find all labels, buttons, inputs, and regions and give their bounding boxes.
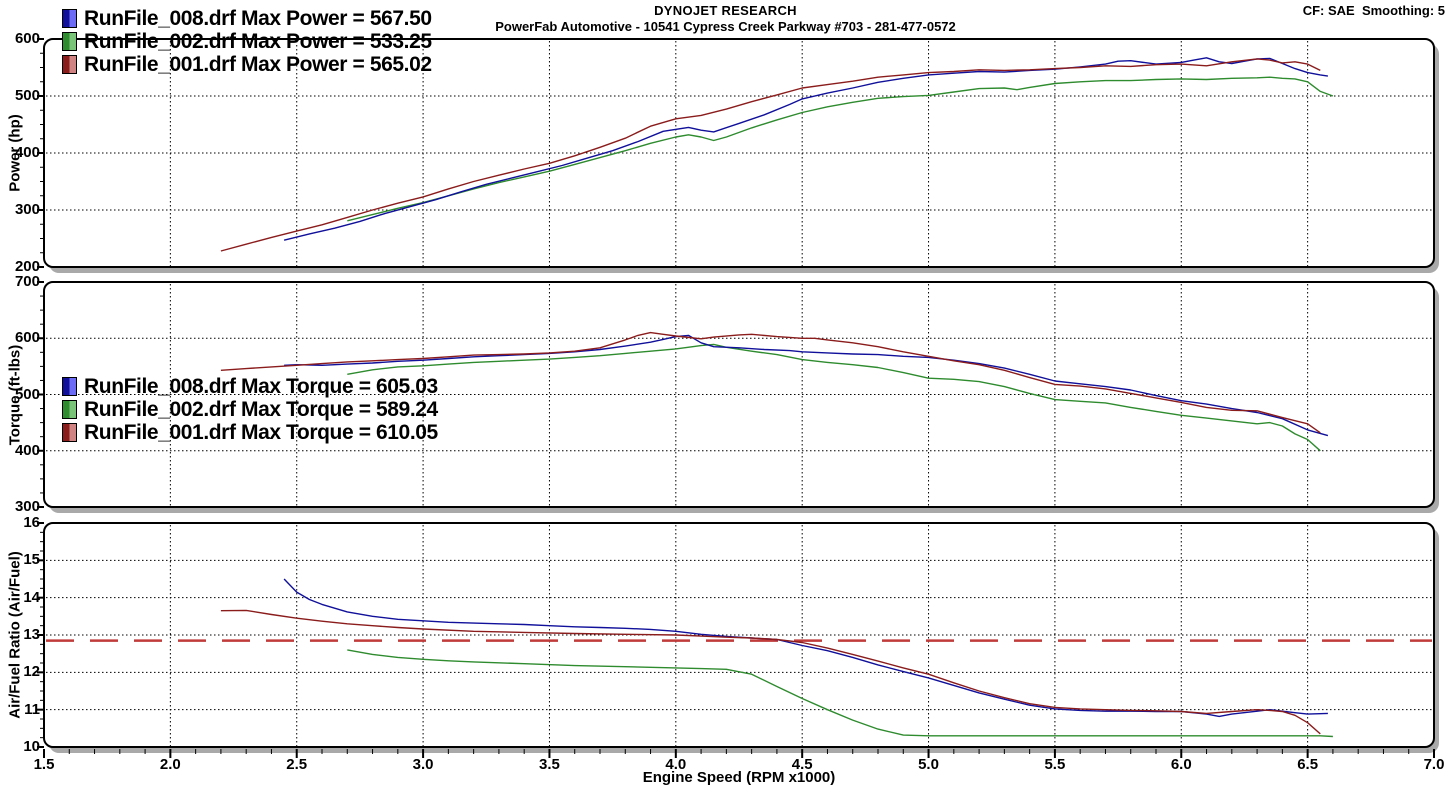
y-tick-label: 400 <box>14 441 40 459</box>
legend-label: RunFile_001.drf Max Torque = 610.05 <box>84 420 438 444</box>
legend-row-power-runfile001: RunFile_001.drf Max Power = 565.02 <box>62 53 432 76</box>
y-tick-label: 700 <box>14 273 40 290</box>
runfile001-color-swatch <box>62 55 77 74</box>
report-title: DYNOJET RESEARCH <box>654 3 797 18</box>
y-tick-label: 15 <box>23 551 40 569</box>
runfile008-color-swatch <box>62 377 77 396</box>
y-tick-label: 600 <box>14 329 40 347</box>
runfile001-color-swatch <box>62 423 77 442</box>
y-tick-label: 10 <box>23 738 40 755</box>
x-tick-label: 4.0 <box>665 756 687 773</box>
correction-smoothing-label: CF: SAE Smoothing: 5 <box>1302 3 1445 18</box>
legend-label: RunFile_008.drf Max Power = 567.50 <box>84 6 432 30</box>
x-tick-label: 6.5 <box>1297 756 1319 773</box>
torque-legend: RunFile_008.drf Max Torque = 605.03 RunF… <box>62 375 438 444</box>
legend-row-torque-runfile008: RunFile_008.drf Max Torque = 605.03 <box>62 375 438 398</box>
legend-label: RunFile_002.drf Max Power = 533.25 <box>84 29 432 53</box>
y-tick-label: 500 <box>14 87 40 104</box>
y-tick-label: 300 <box>14 201 40 218</box>
x-tick-label: 3.0 <box>412 756 434 773</box>
y-tick-label: 500 <box>14 385 40 403</box>
legend-label: RunFile_001.drf Max Power = 565.02 <box>84 52 432 76</box>
power-chart <box>37 38 1439 273</box>
x-tick-label: 3.5 <box>539 756 560 773</box>
y-tick-label: 11 <box>24 700 40 718</box>
runfile002-color-swatch <box>62 32 77 51</box>
power-legend: RunFile_008.drf Max Power = 567.50 RunFi… <box>62 7 432 76</box>
x-tick-label: 5.0 <box>918 756 939 773</box>
shop-address: PowerFab Automotive - 10541 Cypress Cree… <box>495 19 956 34</box>
x-tick-label: 7.0 <box>1423 756 1445 773</box>
x-axis-ticks <box>43 749 1435 758</box>
x-tick-label: 5.5 <box>1044 756 1066 773</box>
legend-label: RunFile_002.drf Max Torque = 589.24 <box>84 397 438 421</box>
y-tick-label: 200 <box>14 258 40 275</box>
y-tick-label: 13 <box>23 626 40 643</box>
x-axis-title: Engine Speed (RPM x1000) <box>642 769 836 786</box>
x-tick-label: 2.5 <box>286 756 308 773</box>
legend-row-torque-runfile002: RunFile_002.drf Max Torque = 589.24 <box>62 398 438 421</box>
x-tick-label: 6.0 <box>1170 756 1192 773</box>
legend-label: RunFile_008.drf Max Torque = 605.03 <box>84 374 438 398</box>
runfile008-color-swatch <box>62 9 77 28</box>
y-tick-label: 14 <box>23 588 40 606</box>
x-tick-label: 1.5 <box>33 756 55 773</box>
y-tick-label: 600 <box>14 30 40 47</box>
legend-row-power-runfile008: RunFile_008.drf Max Power = 567.50 <box>62 7 432 30</box>
y-tick-label: 400 <box>14 144 40 161</box>
y-tick-label: 12 <box>23 663 40 681</box>
legend-row-power-runfile002: RunFile_002.drf Max Power = 533.25 <box>62 30 432 53</box>
y-tick-label: 300 <box>14 498 40 515</box>
legend-row-torque-runfile001: RunFile_001.drf Max Torque = 610.05 <box>62 421 438 444</box>
y-tick-label: 16 <box>23 514 40 531</box>
air-fuel-ratio-chart <box>37 522 1439 753</box>
torque-chart <box>37 281 1439 513</box>
x-tick-label: 2.0 <box>159 756 181 773</box>
x-tick-label: 4.5 <box>791 756 813 773</box>
runfile002-color-swatch <box>62 400 77 419</box>
